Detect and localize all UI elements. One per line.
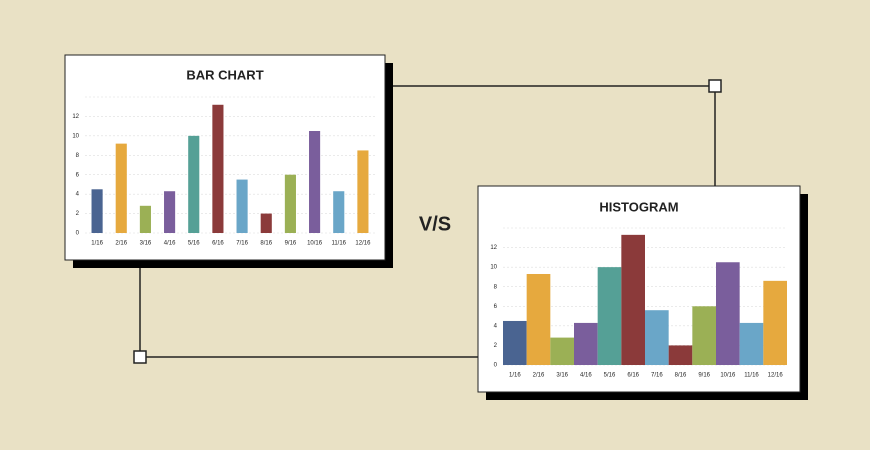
x-tick-label: 11/16 [331, 241, 346, 247]
bar [309, 131, 321, 233]
bar [357, 150, 369, 233]
connector-node [133, 350, 147, 364]
bar [333, 191, 345, 233]
y-tick-label: 6 [76, 172, 80, 178]
x-tick-label: 2/16 [115, 241, 127, 247]
x-tick-label: 1/16 [509, 373, 521, 379]
x-tick-label: 12/16 [355, 241, 371, 247]
y-tick-label: 8 [494, 284, 498, 290]
y-tick-label: 0 [494, 363, 498, 369]
bar [645, 310, 669, 365]
y-tick-label: 8 [76, 153, 80, 159]
x-tick-label: 6/16 [212, 241, 224, 247]
connector-node [708, 79, 722, 93]
bar [164, 191, 176, 233]
chart-title: BAR CHART [186, 67, 263, 82]
bar [597, 267, 622, 365]
bar [621, 234, 645, 365]
x-tick-label: 5/16 [604, 373, 616, 379]
bar [550, 337, 574, 365]
bar [503, 320, 527, 365]
bar [236, 179, 248, 233]
bar [668, 345, 693, 365]
bar [716, 262, 740, 365]
bar [139, 205, 151, 233]
y-tick-label: 2 [76, 211, 80, 217]
bar [212, 104, 224, 234]
y-tick-label: 6 [494, 304, 498, 310]
x-tick-label: 4/16 [580, 373, 592, 379]
x-tick-label: 11/16 [744, 373, 759, 379]
y-tick-label: 4 [494, 323, 498, 329]
bar [574, 322, 598, 365]
x-tick-label: 8/16 [260, 241, 272, 247]
x-tick-label: 10/16 [307, 241, 323, 247]
x-tick-label: 7/16 [651, 373, 663, 379]
x-tick-label: 10/16 [720, 373, 736, 379]
y-tick-label: 2 [494, 343, 498, 349]
x-tick-label: 12/16 [768, 373, 784, 379]
bar [739, 322, 764, 365]
bar [115, 143, 127, 233]
y-tick-label: 10 [490, 265, 497, 271]
y-tick-label: 0 [76, 231, 80, 237]
x-tick-label: 1/16 [91, 241, 103, 247]
x-tick-label: 7/16 [236, 241, 248, 247]
x-tick-label: 8/16 [675, 373, 687, 379]
x-tick-label: 3/16 [140, 241, 152, 247]
bar [526, 273, 551, 365]
bar [91, 189, 103, 233]
y-tick-label: 10 [72, 133, 79, 139]
bar [284, 174, 296, 233]
x-tick-label: 9/16 [285, 241, 297, 247]
y-tick-label: 12 [72, 114, 79, 120]
x-tick-label: 4/16 [164, 241, 176, 247]
x-tick-label: 3/16 [556, 373, 568, 379]
bar [692, 306, 716, 365]
y-tick-label: 12 [490, 245, 497, 251]
x-tick-label: 9/16 [698, 373, 710, 379]
bar [763, 280, 787, 365]
bar [188, 135, 200, 233]
x-tick-label: 6/16 [627, 373, 639, 379]
vs-label: V/S [419, 213, 451, 235]
bar [260, 213, 272, 233]
y-tick-label: 4 [76, 192, 80, 198]
x-tick-label: 2/16 [533, 373, 545, 379]
chart-title: HISTOGRAM [599, 199, 678, 214]
x-tick-label: 5/16 [188, 241, 200, 247]
